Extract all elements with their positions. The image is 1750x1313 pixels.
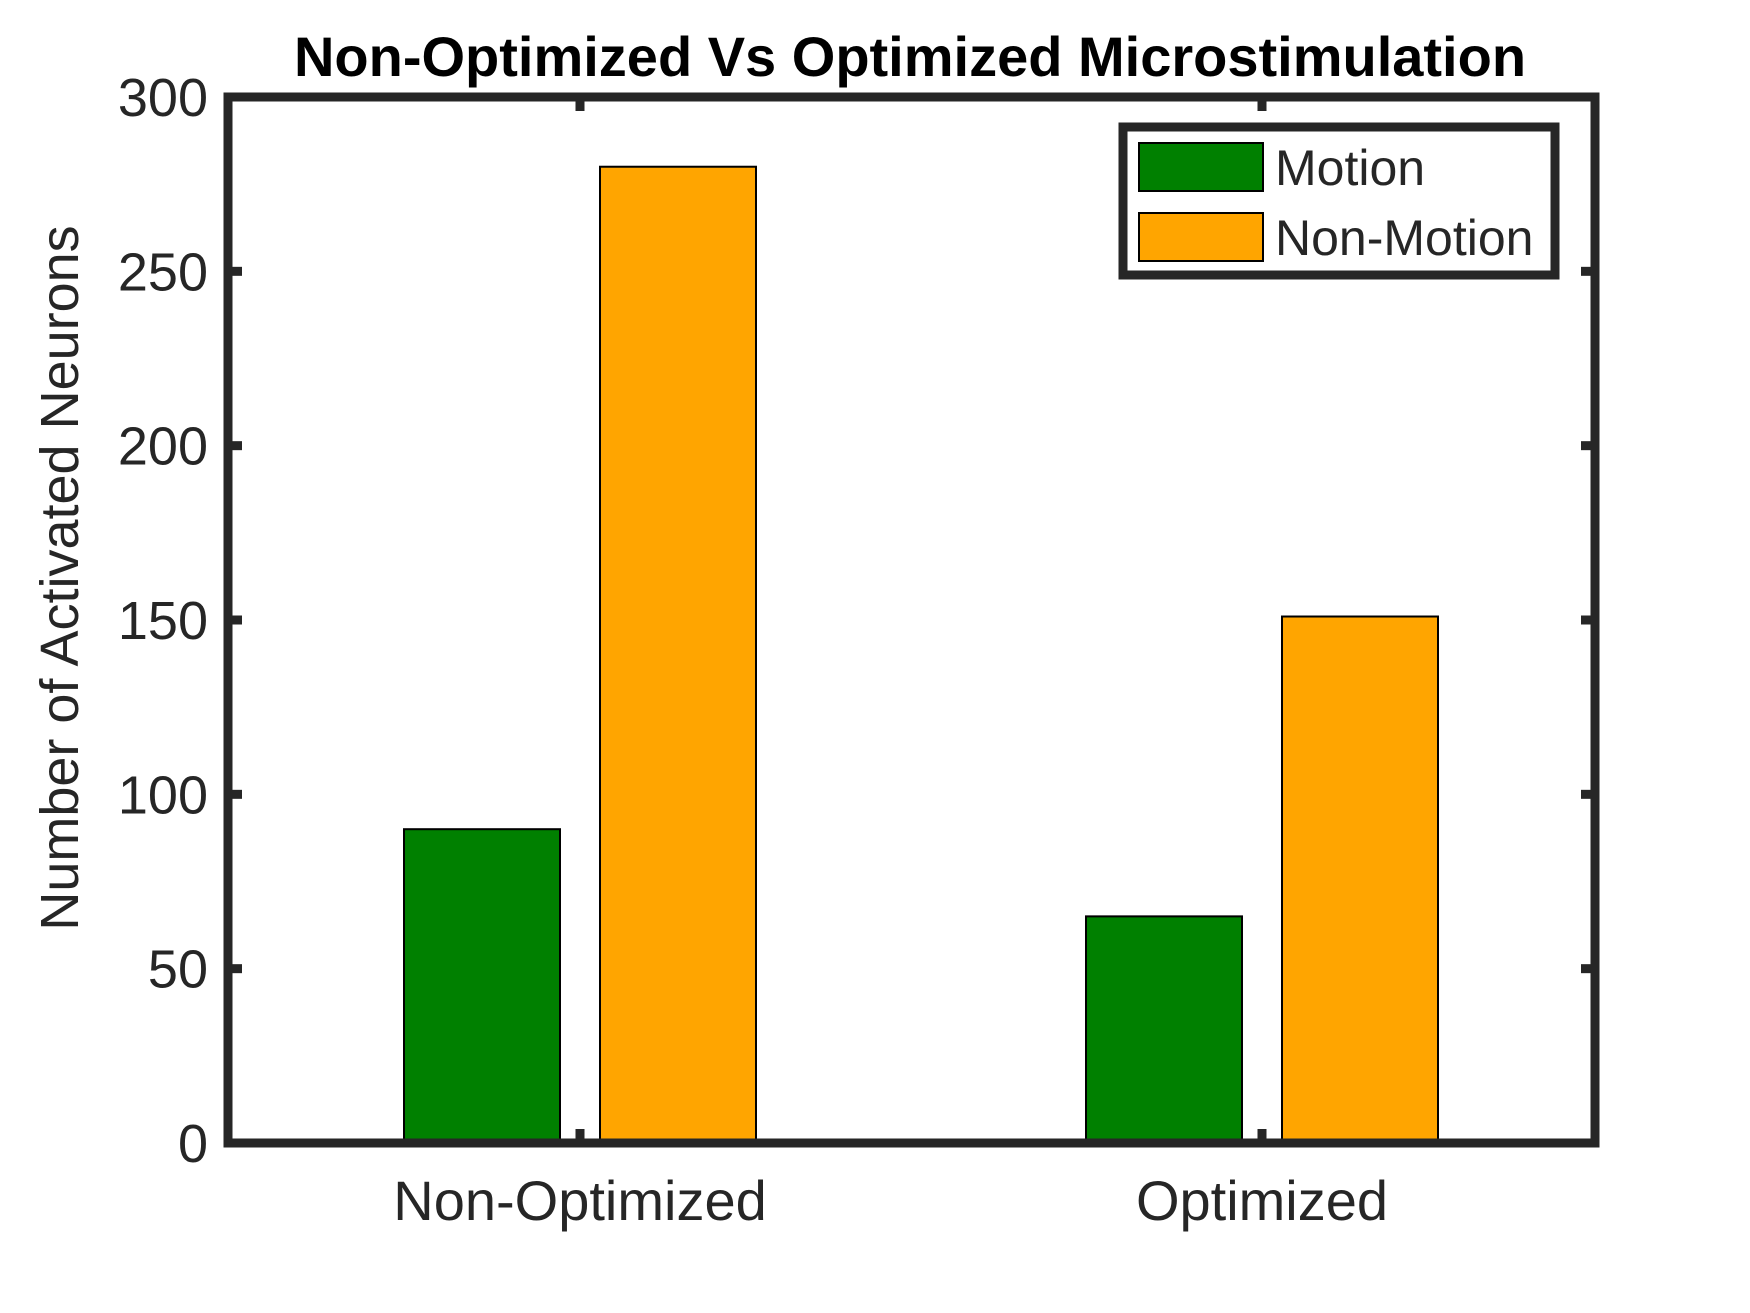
- bar-motion-1: [403, 828, 561, 1144]
- bar-motion-2: [1085, 915, 1243, 1144]
- y-tick-label: 150: [118, 591, 208, 651]
- legend-label-motion: Motion: [1275, 140, 1425, 196]
- y-tick-label: 250: [118, 242, 208, 302]
- y-tick-label: 0: [178, 1114, 208, 1174]
- x-tick-label: Non-Optimized: [393, 1169, 766, 1232]
- y-tick-label: 200: [118, 417, 208, 477]
- legend-label-non-motion: Non-Motion: [1275, 210, 1533, 266]
- y-tick-label: 100: [118, 765, 208, 825]
- chart-title: Non-Optimized Vs Optimized Microstimulat…: [294, 25, 1526, 88]
- legend-swatch-non-motion: [1138, 212, 1264, 262]
- y-tick-label: 50: [148, 940, 208, 1000]
- x-tick-label: Optimized: [1136, 1169, 1388, 1232]
- bar-non-motion-2: [1281, 615, 1439, 1144]
- y-tick-label: 300: [118, 68, 208, 128]
- y-axis-label: Number of Activated Neurons: [30, 225, 90, 930]
- legend: Motion Non-Motion: [1118, 122, 1560, 280]
- bar-non-motion-1: [599, 165, 757, 1144]
- legend-swatch-motion: [1138, 142, 1264, 192]
- plot-area: 0 50 100 150 200 250 300 Non-Optimized Optimized: [118, 68, 1600, 1232]
